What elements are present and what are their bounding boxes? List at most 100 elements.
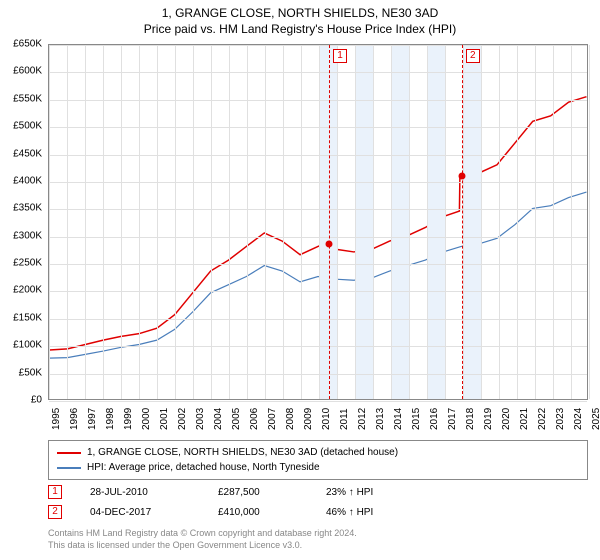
grid-line bbox=[553, 45, 554, 399]
grid-line bbox=[49, 127, 587, 128]
grid-line bbox=[49, 182, 587, 183]
x-tick-label: 2006 bbox=[249, 408, 260, 430]
y-tick-label: £300K bbox=[13, 230, 42, 241]
series-hpi bbox=[50, 192, 587, 358]
legend: 1, GRANGE CLOSE, NORTH SHIELDS, NE30 3AD… bbox=[48, 440, 588, 480]
grid-line bbox=[175, 45, 176, 399]
footer-line-2: This data is licensed under the Open Gov… bbox=[48, 540, 588, 552]
x-tick-label: 2020 bbox=[501, 408, 512, 430]
y-tick-label: £650K bbox=[13, 39, 42, 50]
x-tick-label: 2017 bbox=[447, 408, 458, 430]
chart-title: 1, GRANGE CLOSE, NORTH SHIELDS, NE30 3AD bbox=[0, 0, 600, 22]
x-tick-label: 2023 bbox=[555, 408, 566, 430]
x-tick-label: 2021 bbox=[519, 408, 530, 430]
x-tick-label: 1996 bbox=[69, 408, 80, 430]
x-tick-label: 2007 bbox=[267, 408, 278, 430]
x-tick-label: 2004 bbox=[213, 408, 224, 430]
y-axis: £0£50K£100K£150K£200K£250K£300K£350K£400… bbox=[0, 44, 46, 400]
grid-line bbox=[67, 45, 68, 399]
grid-line bbox=[49, 155, 587, 156]
x-tick-label: 2009 bbox=[303, 408, 314, 430]
grid-line bbox=[49, 264, 587, 265]
x-tick-label: 2000 bbox=[141, 408, 152, 430]
sale-marker-line bbox=[329, 45, 330, 399]
grid-line bbox=[589, 45, 590, 399]
x-tick-label: 2010 bbox=[321, 408, 332, 430]
legend-row: HPI: Average price, detached house, Nort… bbox=[57, 460, 579, 475]
grid-line bbox=[211, 45, 212, 399]
sale-diff: 23% ↑ HPI bbox=[326, 487, 426, 498]
x-tick-label: 2011 bbox=[339, 408, 350, 430]
grid-line bbox=[571, 45, 572, 399]
grid-line bbox=[103, 45, 104, 399]
grid-line bbox=[49, 374, 587, 375]
grid-line bbox=[301, 45, 302, 399]
grid-line bbox=[247, 45, 248, 399]
y-tick-label: £600K bbox=[13, 66, 42, 77]
grid-line bbox=[49, 319, 587, 320]
sales-table: 128-JUL-2010£287,50023% ↑ HPI204-DEC-201… bbox=[48, 482, 588, 522]
grid-line bbox=[139, 45, 140, 399]
x-tick-label: 1998 bbox=[105, 408, 116, 430]
x-tick-label: 2015 bbox=[411, 408, 422, 430]
grid-line bbox=[409, 45, 410, 399]
grid-line bbox=[49, 45, 587, 46]
sale-date: 04-DEC-2017 bbox=[90, 507, 190, 518]
sale-marker-icon: 2 bbox=[48, 505, 62, 519]
x-tick-label: 1999 bbox=[123, 408, 134, 430]
sale-marker-icon: 1 bbox=[48, 485, 62, 499]
grid-line bbox=[427, 45, 428, 399]
grid-line bbox=[49, 346, 587, 347]
y-tick-label: £450K bbox=[13, 148, 42, 159]
sale-diff: 46% ↑ HPI bbox=[326, 507, 426, 518]
legend-swatch bbox=[57, 452, 81, 454]
grid-line bbox=[229, 45, 230, 399]
x-tick-label: 2005 bbox=[231, 408, 242, 430]
y-tick-label: £500K bbox=[13, 121, 42, 132]
grid-line bbox=[49, 291, 587, 292]
legend-label: HPI: Average price, detached house, Nort… bbox=[87, 460, 320, 475]
grid-line bbox=[499, 45, 500, 399]
grid-line bbox=[49, 72, 587, 73]
footer-line-1: Contains HM Land Registry data © Crown c… bbox=[48, 528, 588, 540]
legend-swatch bbox=[57, 467, 81, 469]
x-axis: 1995199619971998199920002001200220032004… bbox=[48, 402, 588, 438]
grid-line bbox=[49, 45, 50, 399]
y-tick-label: £150K bbox=[13, 312, 42, 323]
x-tick-label: 2012 bbox=[357, 408, 368, 430]
sale-marker-line bbox=[462, 45, 463, 399]
x-tick-label: 2008 bbox=[285, 408, 296, 430]
grid-line bbox=[49, 100, 587, 101]
x-tick-label: 2022 bbox=[537, 408, 548, 430]
chart-subtitle: Price paid vs. HM Land Registry's House … bbox=[0, 22, 600, 40]
grid-line bbox=[49, 209, 587, 210]
grid-line bbox=[85, 45, 86, 399]
grid-line bbox=[481, 45, 482, 399]
grid-line bbox=[283, 45, 284, 399]
y-tick-label: £50K bbox=[19, 367, 42, 378]
grid-line bbox=[157, 45, 158, 399]
sale-dot bbox=[458, 173, 465, 180]
grid-line bbox=[319, 45, 320, 399]
legend-label: 1, GRANGE CLOSE, NORTH SHIELDS, NE30 3AD… bbox=[87, 445, 398, 460]
grid-line bbox=[355, 45, 356, 399]
y-tick-label: £350K bbox=[13, 203, 42, 214]
grid-line bbox=[193, 45, 194, 399]
y-tick-label: £100K bbox=[13, 340, 42, 351]
sale-marker-label: 2 bbox=[466, 49, 480, 63]
sale-date: 28-JUL-2010 bbox=[90, 487, 190, 498]
legend-row: 1, GRANGE CLOSE, NORTH SHIELDS, NE30 3AD… bbox=[57, 445, 579, 460]
sale-row: 204-DEC-2017£410,00046% ↑ HPI bbox=[48, 502, 588, 522]
y-tick-label: £250K bbox=[13, 258, 42, 269]
y-tick-label: £200K bbox=[13, 285, 42, 296]
y-tick-label: £550K bbox=[13, 93, 42, 104]
x-tick-label: 1997 bbox=[87, 408, 98, 430]
sale-marker-label: 1 bbox=[333, 49, 347, 63]
x-tick-label: 2019 bbox=[483, 408, 494, 430]
x-tick-label: 2003 bbox=[195, 408, 206, 430]
x-tick-label: 2025 bbox=[591, 408, 600, 430]
grid-line bbox=[391, 45, 392, 399]
grid-line bbox=[517, 45, 518, 399]
x-tick-label: 1995 bbox=[51, 408, 62, 430]
grid-line bbox=[373, 45, 374, 399]
